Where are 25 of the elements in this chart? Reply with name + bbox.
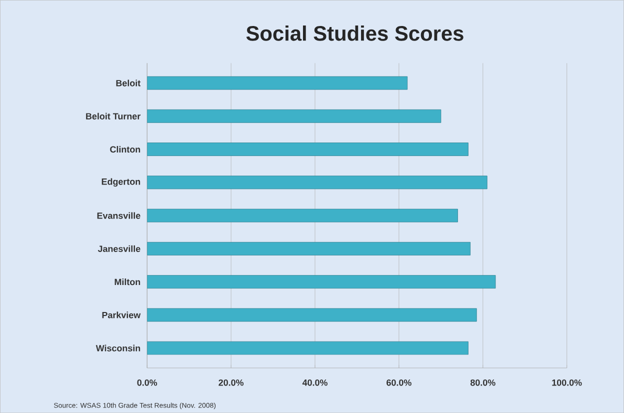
bar: [147, 142, 468, 156]
x-tick-label: 20.0%: [218, 379, 244, 386]
x-tick-label: 100.0%: [552, 379, 582, 386]
y-tick-label: Parkview: [102, 312, 141, 318]
bar: [147, 176, 488, 190]
y-tick-label: Milton: [114, 278, 140, 286]
chart-title: Social Studies Scores: [246, 25, 464, 41]
bar: [147, 275, 496, 288]
bar: [147, 109, 442, 123]
bar: [147, 341, 468, 355]
bar: [147, 208, 458, 222]
y-tick-label: Clinton: [110, 146, 140, 153]
y-tick-label: Janesville: [98, 245, 140, 252]
y-tick-label: Wisconsin: [96, 344, 140, 352]
bar: [147, 76, 408, 90]
x-tick-label: 60.0%: [386, 379, 412, 386]
x-tick-label: 80.0%: [470, 379, 496, 386]
y-tick-label: Beloit Turner: [86, 112, 140, 120]
y-tick-label: Beloit: [116, 80, 140, 86]
bar: [147, 242, 471, 256]
bar: [147, 308, 477, 322]
x-tick-label: 0.0%: [137, 379, 158, 386]
x-tick-label: 40.0%: [302, 379, 328, 386]
y-tick-label: Evansville: [97, 212, 140, 219]
y-tick-label: Edgerton: [102, 178, 140, 187]
